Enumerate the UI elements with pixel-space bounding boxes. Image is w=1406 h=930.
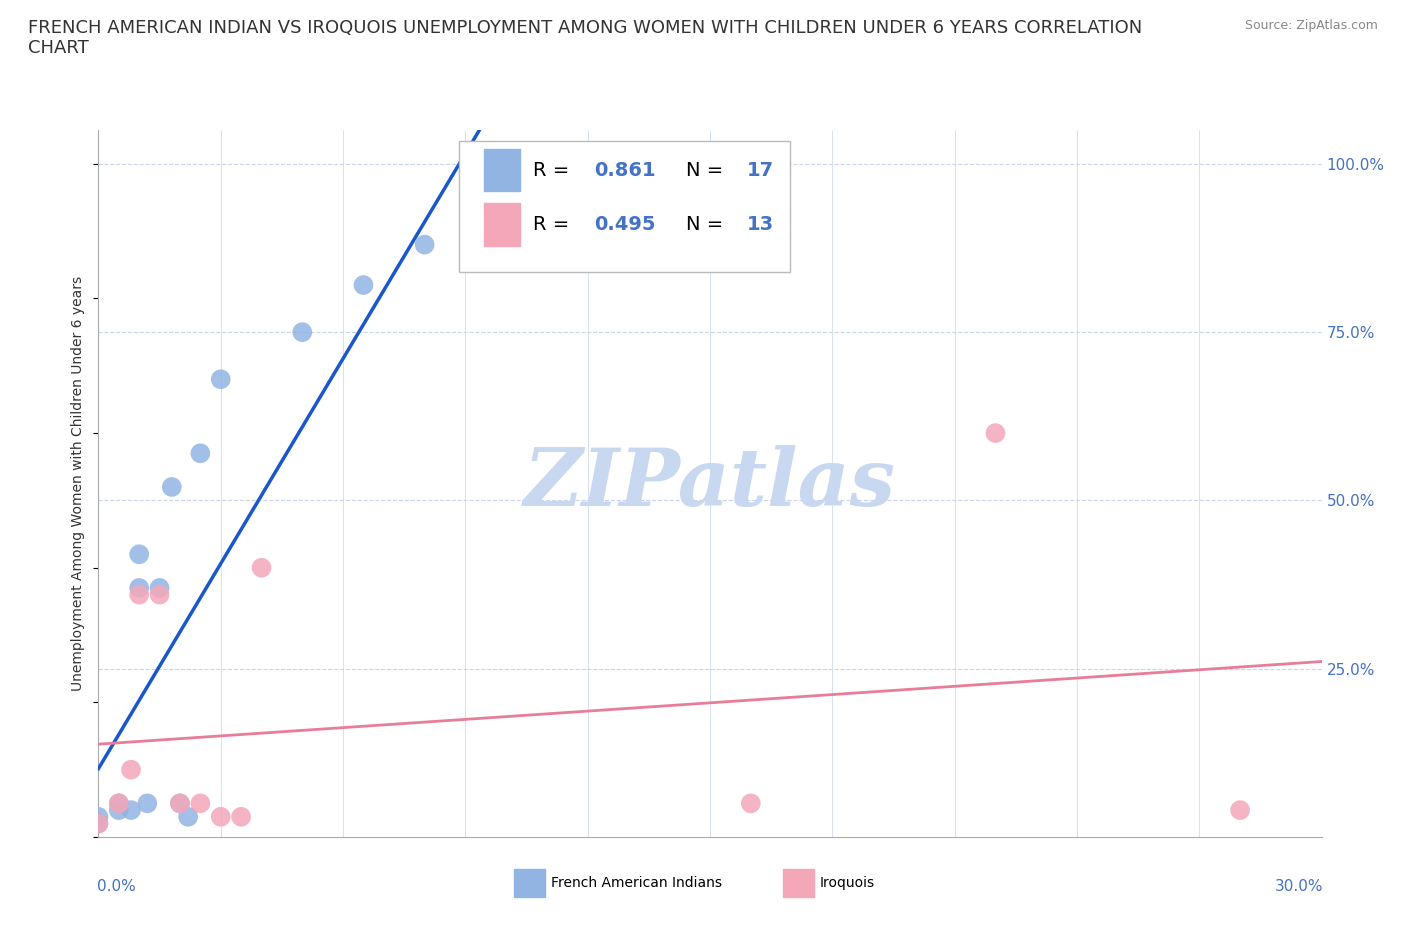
Text: Iroquois: Iroquois	[820, 876, 876, 890]
Point	[128, 580, 150, 595]
FancyBboxPatch shape	[783, 869, 814, 897]
Point	[188, 445, 212, 460]
Point	[108, 803, 131, 817]
Point	[740, 796, 762, 811]
Text: FRENCH AMERICAN INDIAN VS IROQUOIS UNEMPLOYMENT AMONG WOMEN WITH CHILDREN UNDER : FRENCH AMERICAN INDIAN VS IROQUOIS UNEMP…	[28, 19, 1142, 58]
Point	[128, 587, 150, 602]
Text: 13: 13	[747, 215, 773, 234]
Text: 0.0%: 0.0%	[97, 880, 136, 895]
Point	[188, 796, 212, 811]
Text: 30.0%: 30.0%	[1274, 880, 1323, 895]
Point	[291, 325, 314, 339]
Point	[177, 809, 200, 824]
Point	[149, 587, 172, 602]
Point	[108, 796, 131, 811]
Text: 0.495: 0.495	[593, 215, 655, 234]
FancyBboxPatch shape	[515, 869, 546, 897]
Text: N =: N =	[686, 215, 730, 234]
Point	[160, 480, 183, 495]
Point	[1229, 803, 1251, 817]
Text: R =: R =	[533, 215, 575, 234]
FancyBboxPatch shape	[460, 140, 790, 272]
Point	[120, 763, 142, 777]
Point	[209, 372, 232, 387]
Text: R =: R =	[533, 161, 575, 179]
Point	[413, 237, 436, 252]
FancyBboxPatch shape	[484, 149, 520, 192]
Text: Source: ZipAtlas.com: Source: ZipAtlas.com	[1244, 19, 1378, 32]
Point	[87, 809, 110, 824]
Point	[149, 580, 172, 595]
Point	[87, 817, 110, 831]
Point	[495, 183, 517, 198]
FancyBboxPatch shape	[484, 204, 520, 246]
Point	[209, 809, 232, 824]
Point	[128, 547, 150, 562]
Text: 0.861: 0.861	[593, 161, 655, 179]
Point	[984, 426, 1007, 441]
Text: ZIPatlas: ZIPatlas	[524, 445, 896, 523]
Text: 17: 17	[747, 161, 773, 179]
Point	[108, 796, 131, 811]
Text: N =: N =	[686, 161, 730, 179]
Y-axis label: Unemployment Among Women with Children Under 6 years: Unemployment Among Women with Children U…	[72, 276, 86, 691]
Point	[231, 809, 253, 824]
Point	[169, 796, 191, 811]
Point	[169, 796, 191, 811]
Point	[136, 796, 159, 811]
Point	[120, 803, 142, 817]
Point	[250, 560, 273, 575]
Text: French American Indians: French American Indians	[551, 876, 723, 890]
Point	[352, 277, 374, 292]
Point	[87, 817, 110, 831]
